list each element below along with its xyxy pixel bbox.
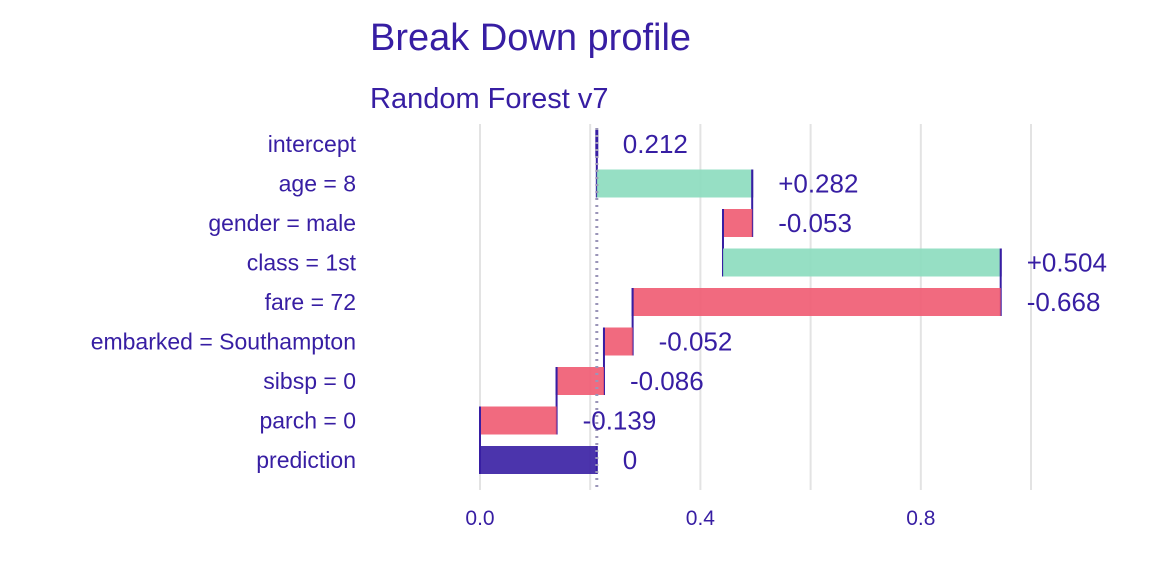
category-label: prediction — [256, 447, 356, 473]
value-label: -0.668 — [1027, 287, 1101, 317]
value-label: -0.052 — [659, 327, 733, 357]
category-label: embarked = Southampton — [91, 329, 356, 355]
value-label: +0.282 — [778, 169, 858, 199]
bars — [479, 130, 1002, 474]
x-tick-label: 0.4 — [686, 507, 716, 530]
bar-negative — [632, 288, 1001, 316]
x-tick-label: 0.0 — [465, 507, 494, 530]
bar-negative — [722, 209, 753, 237]
chart-title: Break Down profile — [370, 17, 691, 59]
category-label: class = 1st — [247, 250, 357, 276]
bar-negative — [480, 406, 557, 435]
chart-subtitle: Random Forest v7 — [370, 83, 609, 115]
value-label: -0.139 — [583, 406, 657, 436]
bar-positive — [596, 169, 753, 198]
value-label: -0.086 — [630, 366, 704, 396]
category-label: intercept — [268, 131, 357, 157]
bar-negative — [603, 327, 633, 356]
value-label: 0.212 — [623, 129, 688, 159]
category-label: fare = 72 — [265, 289, 356, 315]
category-label: gender = male — [208, 210, 356, 236]
bar-prediction — [480, 446, 597, 474]
value-label: -0.053 — [778, 208, 852, 238]
labels: 0.0 0.4 0.8 intercept 0.212 age = 8 +0.282 gend… — [91, 129, 1107, 530]
category-label: age = 8 — [279, 171, 356, 197]
bar-positive — [722, 248, 1001, 277]
category-label: sibsp = 0 — [263, 368, 356, 394]
x-tick-label: 0.8 — [906, 507, 935, 530]
category-label: parch = 0 — [259, 408, 356, 434]
value-label: +0.504 — [1027, 248, 1107, 278]
value-label: 0 — [623, 445, 637, 475]
